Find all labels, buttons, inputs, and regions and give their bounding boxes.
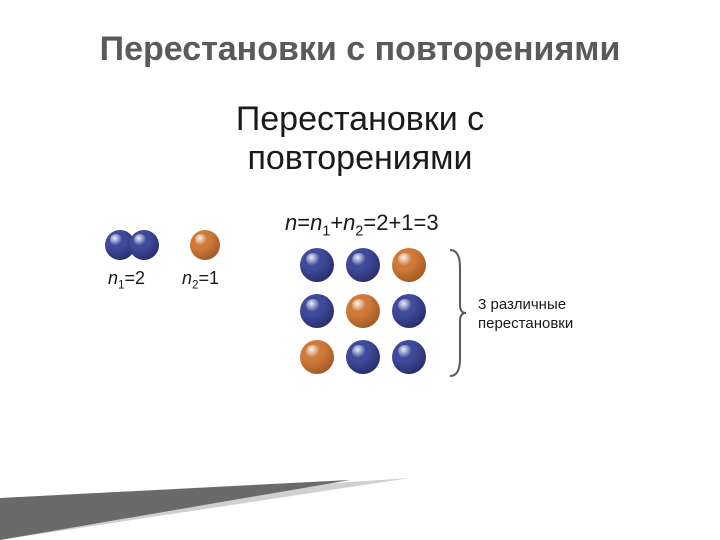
figure-title: Перестановки с повторениями xyxy=(0,100,720,178)
n2-ball xyxy=(190,230,220,260)
n1-label: n1=2 xyxy=(108,268,145,292)
permutation-grid xyxy=(300,248,426,374)
blue-ball xyxy=(129,230,159,260)
blue-ball xyxy=(300,248,334,282)
annotation-label: 3 различные перестановки xyxy=(478,296,573,334)
orange-ball xyxy=(190,230,220,260)
blue-ball xyxy=(392,340,426,374)
n2-label: n2=1 xyxy=(182,268,219,292)
grid-row xyxy=(300,248,426,282)
figure-title-text: Перестановки с повторениями xyxy=(236,100,484,177)
brace-icon xyxy=(448,248,468,378)
annotation-line1: 3 различные xyxy=(478,296,573,315)
orange-ball xyxy=(346,294,380,328)
wedge-dark xyxy=(0,480,350,540)
n1-balls xyxy=(105,230,159,260)
grid-row xyxy=(300,294,426,328)
blue-ball xyxy=(346,340,380,374)
decorative-wedge xyxy=(0,460,420,540)
orange-ball xyxy=(300,340,334,374)
annotation-line2: перестановки xyxy=(478,315,573,334)
blue-ball xyxy=(300,294,334,328)
orange-ball xyxy=(392,248,426,282)
page-title: Перестановки с повторениями xyxy=(0,30,720,69)
equation: n=n1+n2=2+1=3 xyxy=(285,210,439,239)
grid-row xyxy=(300,340,426,374)
blue-ball xyxy=(346,248,380,282)
blue-ball xyxy=(392,294,426,328)
